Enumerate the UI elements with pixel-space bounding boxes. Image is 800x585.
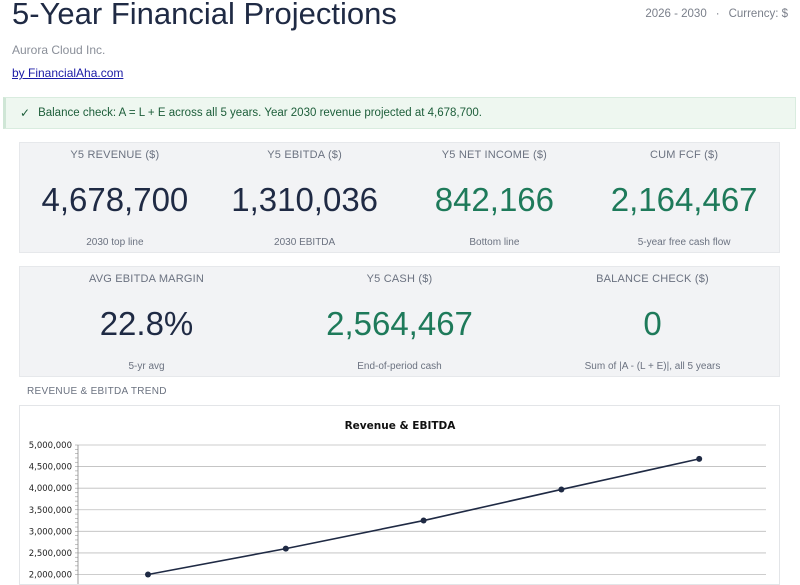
revenue-point [696,455,703,462]
balance-check-banner: ✓ Balance check: A = L + E across all 5 … [3,97,796,129]
revenue-point [145,571,151,578]
kpi-value: 2,164,467 [610,181,758,218]
chart-section-title: REVENUE & EBITDA TREND [27,386,167,397]
kpi-card-y5-cash: Y5 CASH ($) 2,564,467 End-of-period cash [273,267,526,376]
kpi-label: Y5 EBITDA ($) [267,149,342,161]
kpi-subtitle: 2030 top line [86,237,144,248]
kpi-subtitle: Sum of |A - (L + E)|, all 5 years [584,361,721,372]
kpi-subtitle: 2030 EBITDA [274,237,336,248]
kpi-value: 2,564,467 [326,305,473,342]
company-name: Aurora Cloud Inc. [12,43,106,57]
chart-title: Revenue & EBITDA [345,420,457,432]
revenue-ebitda-chart: Revenue & EBITDA 5,000,000 4,500,000 4,000… [29,420,766,584]
kpi-value: 4,678,700 [41,181,189,218]
currency-label: Currency: $ [728,8,788,20]
revenue-point [558,486,565,493]
revenue-point [420,517,427,524]
meta-separator: · [715,8,720,20]
kpi-value: 0 [643,305,662,342]
banner-text: Balance check: A = L + E across all 5 ye… [38,107,482,119]
kpi-card-avg-ebitda-margin: AVG EBITDA MARGIN 22.8% 5-yr avg [20,267,273,376]
check-icon: ✓ [20,106,31,120]
y-tick-label: 3,000,000 [29,527,72,537]
source-link[interactable]: by FinancialAha.com [12,66,124,80]
y-tick-label: 5,000,000 [29,441,72,451]
page-title: 5-Year Financial Projections [12,0,397,31]
kpi-card-y5-ebitda: Y5 EBITDA ($) 1,310,036 2030 EBITDA [210,143,400,252]
kpi-label: CUM FCF ($) [650,149,719,161]
kpi-value: 842,166 [434,181,555,218]
period-range: 2026 - 2030 [645,8,707,20]
kpi-label: Y5 REVENUE ($) [70,149,160,161]
kpi-label: Y5 CASH ($) [366,273,433,285]
kpi-value: 1,310,036 [231,181,379,218]
kpi-label: BALANCE CHECK ($) [596,273,709,285]
kpi-value: 22.8% [99,305,194,342]
period-meta: 2026 - 2030 · Currency: $ [645,8,788,20]
kpi-card-y5-revenue: Y5 REVENUE ($) 4,678,700 2030 top line [20,143,210,252]
revenue-ebitda-chart-panel: Revenue & EBITDA 5,000,000 4,500,000 4,000… [19,405,780,585]
kpi-subtitle: End-of-period cash [357,361,442,372]
kpi-label: AVG EBITDA MARGIN [88,273,205,285]
kpi-subtitle: Bottom line [469,237,520,248]
page-header: 5-Year Financial Projections 2026 - 2030… [0,0,800,90]
kpi-row-primary: Y5 REVENUE ($) 4,678,700 2030 top line Y… [19,142,780,253]
kpi-card-y5-net-income: Y5 NET INCOME ($) 842,166 Bottom line [400,143,590,252]
revenue-point [282,545,289,552]
kpi-subtitle: 5-yr avg [128,361,165,372]
y-tick-label: 4,000,000 [29,484,72,494]
kpi-subtitle: 5-year free cash flow [637,237,731,248]
y-tick-label: 2,500,000 [29,549,72,559]
y-tick-label: 4,500,000 [29,463,72,473]
y-tick-label: 2,000,000 [29,571,72,581]
revenue-line [147,458,700,576]
kpi-card-balance-check: BALANCE CHECK ($) 0 Sum of |A - (L + E)|… [526,267,779,376]
y-tick-label: 3,500,000 [29,506,72,516]
kpi-label: Y5 NET INCOME ($) [441,149,548,161]
kpi-card-cum-fcf: CUM FCF ($) 2,164,467 5-year free cash f… [589,143,779,252]
kpi-row-secondary: AVG EBITDA MARGIN 22.8% 5-yr avg Y5 CASH… [19,266,780,377]
